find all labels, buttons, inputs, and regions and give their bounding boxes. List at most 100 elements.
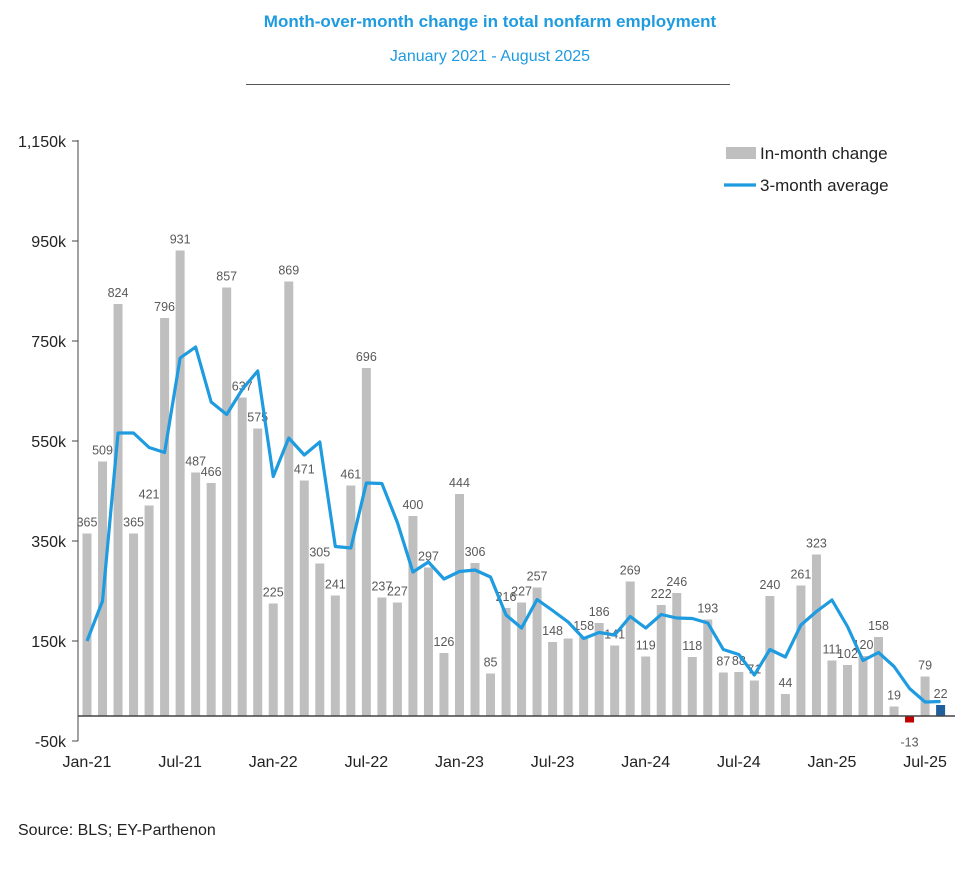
y-tick-label: 750k	[31, 334, 67, 351]
bar	[827, 660, 837, 716]
y-tick-label: -50k	[35, 734, 67, 751]
data-label: 857	[216, 270, 237, 284]
data-label: 119	[636, 639, 656, 653]
bar	[687, 657, 697, 716]
data-label: 79	[918, 659, 932, 673]
data-label: 365	[77, 516, 98, 530]
bar	[284, 281, 294, 716]
data-label: 222	[651, 587, 672, 601]
data-label: 227	[387, 585, 408, 599]
x-tick-label: Jul-25	[903, 754, 947, 771]
data-label: 869	[278, 264, 299, 278]
y-tick-label: 1,150k	[18, 134, 67, 151]
data-label: -13	[901, 736, 919, 750]
data-label: 225	[263, 586, 284, 600]
y-tick-label: 950k	[31, 234, 67, 251]
bar	[905, 716, 915, 723]
x-tick-label: Jan-25	[807, 754, 856, 771]
data-label: 400	[402, 498, 423, 512]
bar	[656, 605, 666, 716]
bar	[796, 585, 806, 716]
data-label: 461	[340, 468, 361, 482]
bar	[486, 673, 496, 716]
data-label: 471	[294, 463, 315, 477]
bar	[82, 533, 92, 716]
bar	[610, 645, 620, 716]
data-label: 111	[822, 643, 841, 657]
data-label: 323	[806, 537, 827, 551]
title-divider	[246, 84, 730, 85]
bar	[361, 368, 371, 716]
bar	[346, 485, 356, 716]
bar	[548, 642, 558, 716]
bar	[454, 494, 464, 716]
y-tick-label: 150k	[31, 634, 67, 651]
data-label: 22	[934, 687, 948, 701]
data-label: 227	[511, 585, 532, 599]
bar	[408, 516, 418, 716]
bar	[672, 593, 682, 716]
bar	[858, 656, 868, 716]
bar	[253, 428, 263, 716]
bar	[874, 637, 884, 716]
chart-title: Month-over-month change in total nonfarm…	[263, 12, 717, 31]
bar	[594, 623, 604, 716]
bar	[423, 567, 433, 716]
bar	[718, 672, 728, 716]
x-tick-label: Jan-21	[63, 754, 112, 771]
bar	[129, 533, 139, 716]
data-label: 305	[309, 546, 330, 560]
data-label: 269	[620, 564, 641, 578]
bar	[842, 665, 852, 716]
bar	[811, 554, 821, 716]
data-label: 186	[589, 605, 610, 619]
bar	[780, 694, 790, 716]
legend-label-in-month-change: In-month change	[760, 144, 888, 163]
data-label: 421	[139, 488, 160, 502]
x-tick-label: Jul-23	[531, 754, 575, 771]
data-label: 796	[154, 300, 175, 314]
bar	[299, 480, 309, 716]
bar	[734, 672, 744, 716]
data-label: 87	[716, 655, 730, 669]
bar	[315, 563, 325, 716]
x-tick-label: Jan-22	[249, 754, 298, 771]
bar	[641, 656, 651, 716]
data-label: 241	[325, 578, 346, 592]
data-label: 365	[123, 516, 144, 530]
bar	[936, 705, 946, 716]
bar	[470, 563, 480, 716]
legend-label-3-month-average: 3-month average	[760, 176, 889, 195]
bar	[501, 608, 511, 716]
bar	[144, 505, 154, 716]
data-label: 487	[185, 455, 206, 469]
x-tick-label: Jul-21	[158, 754, 202, 771]
bar	[532, 587, 542, 716]
data-label: 237	[371, 580, 392, 594]
data-label: 85	[484, 656, 498, 670]
series-line-3-month-average	[85, 345, 941, 704]
bar	[113, 304, 123, 716]
data-label: 158	[573, 619, 594, 633]
bar	[625, 581, 635, 716]
bar	[268, 603, 278, 716]
bar	[703, 619, 713, 716]
data-label: 257	[527, 570, 548, 584]
bar	[439, 653, 449, 716]
data-label: 102	[837, 647, 858, 661]
bar	[222, 287, 232, 716]
y-tick-label: 350k	[31, 534, 67, 551]
bar	[889, 706, 899, 716]
bar	[206, 483, 216, 716]
data-label: 19	[887, 689, 901, 703]
data-label: 44	[778, 676, 792, 690]
bar	[160, 318, 170, 716]
bar	[392, 602, 402, 716]
bar	[330, 595, 340, 716]
data-label: 240	[759, 578, 780, 592]
bar	[377, 597, 387, 716]
data-label: 126	[434, 635, 455, 649]
source-note: Source: BLS; EY-Parthenon	[18, 822, 216, 839]
chart-subtitle: January 2021 - August 2025	[389, 48, 591, 65]
